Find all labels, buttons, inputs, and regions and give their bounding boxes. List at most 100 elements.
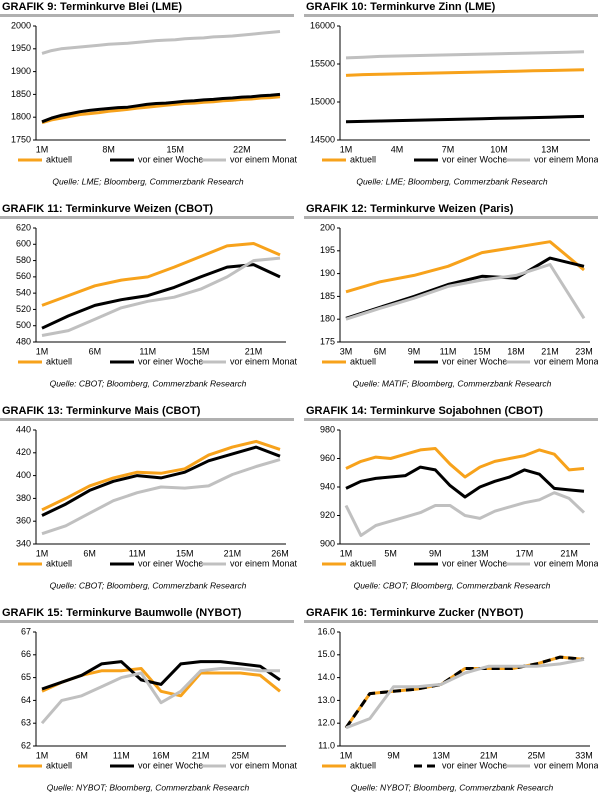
x-tick-label: 1M <box>340 144 353 154</box>
series-line <box>41 95 281 125</box>
y-tick-label: 180 <box>320 314 335 324</box>
y-tick-label: 15000 <box>310 96 335 106</box>
x-tick-label: 13M <box>471 548 489 558</box>
x-tick-label: 11M <box>129 548 146 558</box>
x-tick-label: 6M <box>374 346 387 356</box>
x-tick-label: 7M <box>442 144 455 154</box>
x-tick-label: 33M <box>575 750 593 760</box>
source-note: Quelle: CBOT; Bloomberg, Commerzbank Res… <box>354 580 551 590</box>
x-tick-label: 21M <box>480 750 498 760</box>
series-line <box>41 458 281 536</box>
x-tick-label: 6M <box>75 750 88 760</box>
x-tick-label: 15M <box>167 144 185 154</box>
y-tick-label: 1800 <box>11 112 31 122</box>
y-tick-label: 1750 <box>11 134 31 144</box>
x-tick-label: 10M <box>490 144 508 154</box>
x-tick-label: 5M <box>384 548 397 558</box>
y-tick-label: 66 <box>21 649 31 659</box>
legend-label: aktuell <box>350 558 376 568</box>
y-tick-label: 195 <box>320 245 335 255</box>
chart-title: GRAFIK 10: Terminkurve Zinn (LME) <box>306 1 496 13</box>
x-tick-label: 6M <box>83 548 96 558</box>
y-tick-label: 480 <box>16 336 31 346</box>
legend-label: vor einer Woche <box>442 154 507 164</box>
x-tick-label: 1M <box>36 346 49 356</box>
series-line <box>345 68 585 77</box>
y-tick-label: 440 <box>16 424 31 434</box>
source-note: Quelle: CBOT; Bloomberg, Commerzbank Res… <box>50 378 247 388</box>
series-line <box>41 30 281 55</box>
y-tick-label: 185 <box>320 291 335 301</box>
title-rule <box>0 14 294 17</box>
legend-label: aktuell <box>46 154 72 164</box>
chart-title: GRAFIK 16: Terminkurve Zucker (NYBOT) <box>306 607 524 619</box>
y-tick-label: 620 <box>16 222 31 232</box>
title-rule <box>0 418 294 421</box>
x-tick-label: 13M <box>432 750 450 760</box>
title-rule <box>0 216 294 219</box>
legend-label: vor einer Woche <box>138 760 203 770</box>
y-tick-label: 2000 <box>11 20 31 30</box>
x-tick-label: 23M <box>575 346 593 356</box>
y-tick-label: 380 <box>16 493 31 503</box>
y-tick-label: 920 <box>320 510 335 520</box>
x-tick-label: 21M <box>560 548 578 558</box>
y-tick-label: 190 <box>320 268 335 278</box>
x-tick-label: 11M <box>440 346 457 356</box>
chart-title: GRAFIK 12: Terminkurve Weizen (Paris) <box>306 203 514 215</box>
series-line <box>345 447 585 479</box>
y-tick-label: 12.0 <box>317 718 335 728</box>
series-line <box>345 240 585 294</box>
x-tick-label: 9M <box>429 548 442 558</box>
y-tick-label: 65 <box>21 672 31 682</box>
series-line <box>345 657 585 730</box>
y-tick-label: 200 <box>320 222 335 232</box>
series-line <box>40 667 280 725</box>
y-tick-label: 14.0 <box>317 672 335 682</box>
legend-label: aktuell <box>46 356 72 366</box>
y-tick-label: 16000 <box>310 20 335 30</box>
chart-title: GRAFIK 9: Terminkurve Blei (LME) <box>2 1 182 13</box>
y-tick-label: 13.0 <box>317 695 335 705</box>
x-tick-label: 9M <box>387 750 400 760</box>
y-tick-label: 420 <box>16 447 31 457</box>
x-tick-label: 15M <box>473 346 491 356</box>
legend-label: vor einem Monat <box>534 760 598 770</box>
x-tick-label: 1M <box>36 144 49 154</box>
source-note: Quelle: NYBOT; Bloomberg, Commerzbank Re… <box>351 782 554 792</box>
x-tick-label: 25M <box>528 750 546 760</box>
series-line <box>345 50 585 60</box>
y-tick-label: 67 <box>21 626 31 636</box>
series-line <box>41 660 281 691</box>
y-tick-label: 175 <box>320 336 335 346</box>
legend-label: vor einem Monat <box>230 154 298 164</box>
y-tick-label: 400 <box>16 470 31 480</box>
y-tick-label: 15500 <box>310 58 335 68</box>
series-line <box>41 242 281 307</box>
y-tick-label: 1850 <box>11 89 31 99</box>
series-line <box>345 263 586 321</box>
legend-label: vor einer Woche <box>442 760 507 770</box>
x-tick-label: 21M <box>245 346 263 356</box>
x-tick-label: 11M <box>139 346 156 356</box>
title-rule <box>0 620 294 623</box>
legend-label: vor einem Monat <box>230 356 298 366</box>
series-line <box>345 114 585 124</box>
title-rule <box>304 418 598 421</box>
title-rule <box>304 14 598 17</box>
x-tick-label: 4M <box>391 144 404 154</box>
y-tick-label: 540 <box>16 288 31 298</box>
x-tick-label: 1M <box>36 548 49 558</box>
y-tick-label: 520 <box>16 304 31 314</box>
x-tick-label: 13M <box>541 144 559 154</box>
y-tick-label: 900 <box>320 538 335 548</box>
legend-label: aktuell <box>350 356 376 366</box>
legend-label: vor einem Monat <box>534 558 598 568</box>
x-tick-label: 21M <box>224 548 242 558</box>
legend-label: vor einer Woche <box>442 356 507 366</box>
series-line <box>41 667 281 698</box>
legend-label: aktuell <box>46 760 72 770</box>
y-tick-label: 980 <box>320 424 335 434</box>
legend-label: aktuell <box>350 154 376 164</box>
